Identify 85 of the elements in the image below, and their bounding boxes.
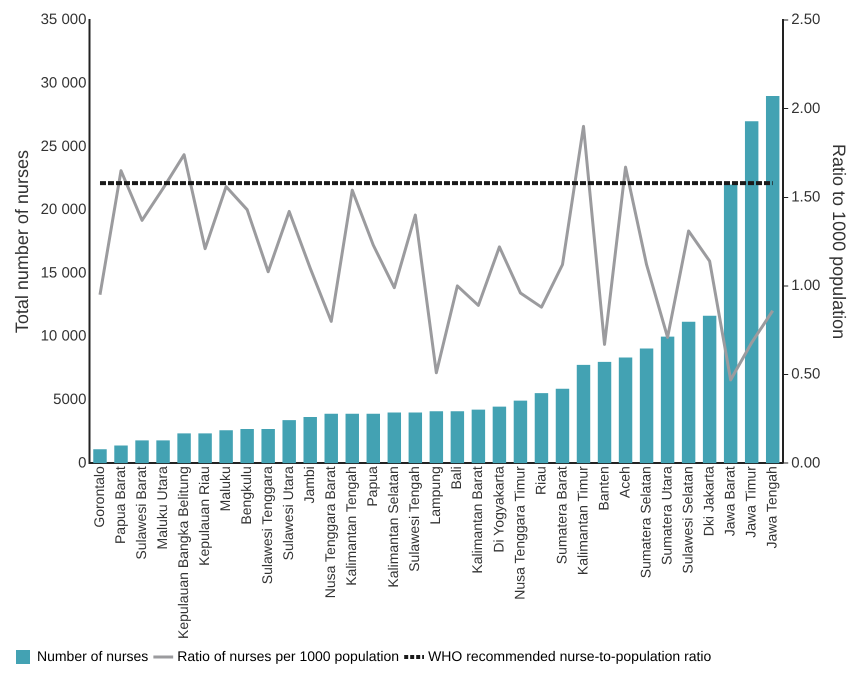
bar [324, 414, 338, 464]
y2-tick-label: 2.50 [791, 11, 820, 28]
y2-tick-label: 2.00 [791, 100, 820, 117]
x-tick-label: Kalimantan Selatan [385, 466, 402, 588]
x-tick-label: Jawa Timur [742, 466, 759, 538]
bar [556, 388, 570, 464]
x-tick-label: Gorontalo [90, 466, 107, 528]
x-tick-label: Banten [595, 466, 612, 511]
y-tick-label: 10 000 [40, 328, 86, 345]
x-tick-label: Sumatera Utara [658, 466, 674, 566]
bar [282, 420, 296, 464]
x-tick-label: Di Yogyakarta [490, 466, 506, 553]
x-tick-label: Jambi [301, 466, 318, 504]
x-tick-label: Kalimantan Barat [469, 466, 486, 574]
x-tick-label: Bali [448, 466, 464, 490]
y2-tick-label: 1.50 [791, 188, 820, 206]
x-tick-label: Sulawesi Tengah [406, 466, 422, 572]
bar [261, 429, 275, 464]
x-tick-label: Dki Jakarta [700, 466, 716, 536]
bar [576, 364, 590, 464]
bar [682, 322, 696, 464]
y-tick-label: 25 000 [40, 138, 86, 155]
x-tick-label: Bengkulu [238, 466, 254, 525]
y2-tick-label: 0.50 [791, 366, 820, 383]
bar [618, 357, 632, 464]
bar [450, 411, 464, 464]
x-tick-label: Jawa Tengah [764, 466, 780, 548]
bar [156, 440, 170, 464]
bar [240, 429, 254, 464]
bar [492, 406, 506, 464]
x-tick-label: Nusa Tenggara Timur [511, 466, 528, 600]
legend-label: WHO recommended nurse-to-population ratio [428, 648, 712, 664]
x-tick-label: Kalimantan Timur [574, 466, 590, 576]
bar [198, 433, 212, 464]
x-tick-label: Sulawesi Tenggara [259, 466, 276, 584]
x-tick-label: Papua [364, 466, 380, 507]
x-tick-label: Sulawesi Utara [280, 466, 296, 560]
bar [177, 433, 191, 464]
bar [114, 445, 128, 464]
y-tick-label: 5000 [53, 391, 86, 408]
x-tick-label: Lampung [427, 466, 444, 525]
legend-label: Number of nurses [37, 648, 148, 664]
bar [744, 121, 758, 464]
x-tick-label: Sulawesi Selatan [679, 466, 696, 574]
bar [388, 412, 402, 464]
bar [219, 430, 233, 464]
bar [724, 184, 738, 464]
bar [93, 449, 107, 464]
y-tick-label: 0 [78, 454, 86, 472]
legend-label: Ratio of nurses per 1000 population [177, 648, 400, 664]
bar [408, 412, 422, 464]
bar [346, 414, 359, 464]
x-tick-label: Kepulauan Riau [196, 466, 212, 566]
bar [366, 414, 380, 464]
bar [472, 410, 486, 464]
bar [640, 348, 654, 464]
x-tick-label: Kepulauan Bangka Belitung [174, 466, 191, 640]
bar [766, 96, 780, 464]
bar [598, 362, 612, 464]
y2-tick-label: 0.00 [791, 454, 820, 472]
y2-tick-label: 1.00 [791, 277, 820, 294]
y-tick-label: 35 000 [40, 11, 86, 28]
x-tick-label: Riau [532, 466, 548, 495]
bar [702, 316, 716, 464]
x-tick-label: Jawa Barat [722, 466, 738, 536]
bar [430, 411, 444, 464]
bar [534, 393, 548, 464]
x-tick-label: Nusa Tenggara Barat [322, 466, 338, 598]
x-tick-label: Sulawesi Barat [132, 466, 149, 560]
x-tick-label: Maluku Utara [154, 466, 170, 550]
bar [303, 416, 317, 464]
y-tick-label: 30 000 [40, 74, 86, 92]
x-tick-label: Maluku [216, 466, 233, 512]
x-tick-label: Sumatera Selatan [637, 466, 654, 578]
bar [660, 336, 674, 464]
x-tick-label: Sumatera Barat [553, 466, 570, 564]
y-tick-label: 15 000 [40, 264, 86, 282]
y-tick-label: 20 000 [40, 201, 86, 218]
x-tick-label: Aceh [616, 466, 632, 498]
x-tick-label: Kalimantan Tengah [343, 466, 360, 586]
y-axis-title: Total number of nurses [12, 150, 32, 334]
x-tick-label: Papua Barat [112, 466, 128, 544]
y2-axis-title: Ratio to 1000 population [829, 144, 850, 340]
bar [514, 400, 528, 464]
bar [135, 440, 149, 464]
